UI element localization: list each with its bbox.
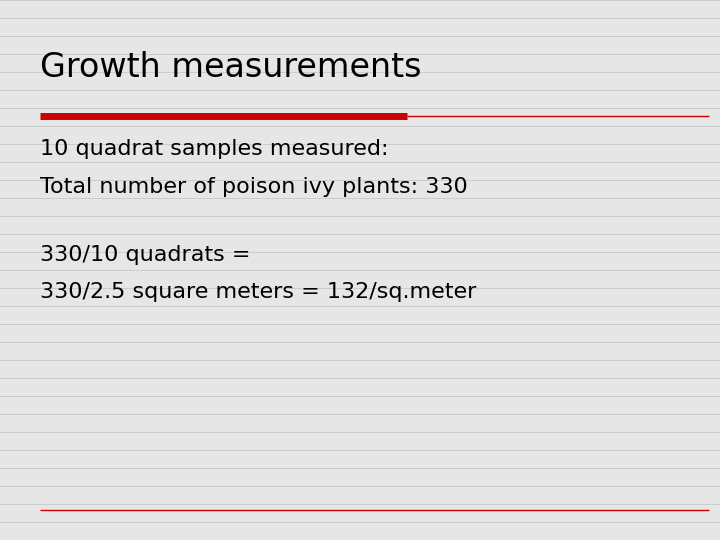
Text: 10 quadrat samples measured:: 10 quadrat samples measured: <box>40 139 388 159</box>
Text: Total number of poison ivy plants: 330: Total number of poison ivy plants: 330 <box>40 177 467 197</box>
Text: 330/10 quadrats =: 330/10 quadrats = <box>40 245 250 265</box>
Text: 330/2.5 square meters = 132/sq.meter: 330/2.5 square meters = 132/sq.meter <box>40 282 476 302</box>
Text: Growth measurements: Growth measurements <box>40 51 421 84</box>
